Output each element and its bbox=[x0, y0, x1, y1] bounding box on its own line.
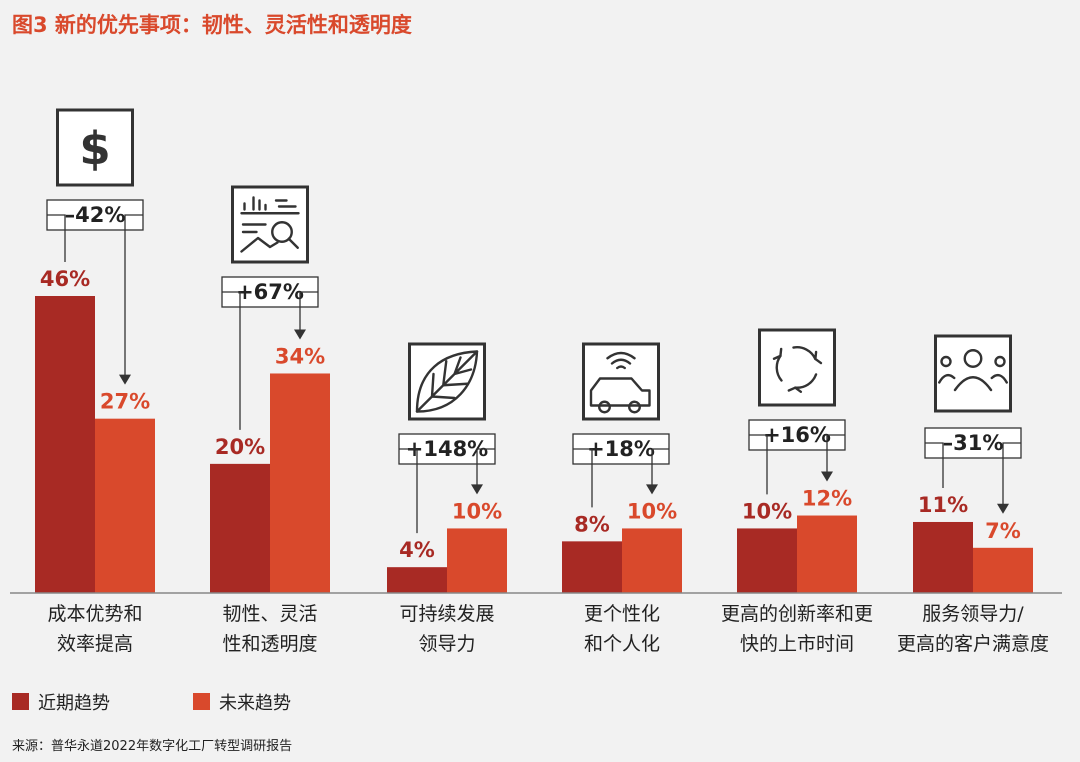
connector-future bbox=[124, 214, 143, 379]
connector-future bbox=[826, 434, 845, 476]
category-label: 更高的客户满意度 bbox=[897, 633, 1049, 655]
bar-future bbox=[797, 515, 857, 593]
connector-recent bbox=[222, 291, 241, 430]
connector-recent bbox=[399, 448, 418, 534]
change-label: –42% bbox=[65, 203, 126, 227]
legend-swatch-future bbox=[193, 693, 210, 710]
change-label: +148% bbox=[406, 437, 488, 461]
bar-future bbox=[95, 418, 155, 593]
bar-recent bbox=[562, 541, 622, 593]
legend: 近期趋势 未来趋势 bbox=[12, 693, 291, 714]
bar-recent bbox=[210, 463, 270, 593]
change-label: +67% bbox=[236, 280, 304, 304]
arrowhead bbox=[471, 484, 483, 495]
category-label: 快的上市时间 bbox=[740, 633, 854, 655]
bar-future bbox=[973, 547, 1033, 593]
value-label-recent: 11% bbox=[918, 493, 968, 517]
category-label: 韧性、灵活 bbox=[222, 603, 317, 625]
arrowhead bbox=[119, 374, 131, 385]
arrowhead bbox=[646, 484, 658, 495]
dollar-glyph: $ bbox=[79, 122, 110, 175]
category-label: 更高的创新率和更 bbox=[721, 603, 873, 625]
category-label: 更个性化 bbox=[584, 603, 660, 625]
connector-recent bbox=[47, 214, 66, 262]
category-label: 服务领导力/ bbox=[922, 603, 1024, 625]
connector-recent bbox=[925, 442, 944, 488]
category-group: 11% 7% –31% 服务领导力/更高的客户满意度 bbox=[897, 334, 1049, 655]
value-label-future: 27% bbox=[100, 390, 150, 414]
category-label: 领导力 bbox=[418, 633, 475, 655]
category-label: 可持续发展 bbox=[399, 603, 494, 625]
bar-future bbox=[270, 373, 330, 593]
category-label: 效率提高 bbox=[57, 633, 133, 655]
analytics-icon bbox=[231, 185, 309, 264]
bar-future bbox=[622, 528, 682, 593]
value-label-recent: 8% bbox=[574, 512, 610, 536]
legend-label-recent: 近期趋势 bbox=[38, 693, 110, 714]
value-label-future: 34% bbox=[275, 344, 325, 368]
arrowhead bbox=[997, 503, 1009, 514]
connector-future bbox=[476, 448, 495, 489]
category-group: 20% 34% +67% 韧性、灵活性和透明度 bbox=[210, 185, 330, 655]
cycle-arrows-icon bbox=[758, 328, 836, 407]
change-label: –31% bbox=[943, 431, 1004, 455]
leaf-icon bbox=[408, 342, 486, 421]
connector-future bbox=[1002, 442, 1021, 508]
bar-recent bbox=[387, 567, 447, 593]
category-label: 性和透明度 bbox=[222, 633, 317, 655]
category-label: 和个人化 bbox=[584, 633, 660, 655]
bar-recent bbox=[913, 521, 973, 593]
value-label-recent: 10% bbox=[742, 499, 792, 523]
connector-recent bbox=[749, 434, 768, 495]
arrowhead bbox=[821, 471, 833, 482]
change-label: +16% bbox=[763, 423, 831, 447]
value-label-recent: 20% bbox=[215, 435, 265, 459]
source-note: 来源：普华永道2022年数字化工厂转型调研报告 bbox=[12, 739, 292, 754]
bar-recent bbox=[35, 296, 95, 593]
value-label-future: 10% bbox=[627, 499, 677, 523]
chart-title: 图3 新的优先事项：韧性、灵活性和透明度 bbox=[12, 13, 412, 37]
value-label-future: 7% bbox=[985, 519, 1021, 543]
connector-future bbox=[651, 448, 669, 489]
value-label-recent: 4% bbox=[399, 538, 435, 562]
change-label: +18% bbox=[587, 437, 655, 461]
legend-label-future: 未来趋势 bbox=[219, 693, 291, 714]
arrowhead bbox=[294, 329, 306, 340]
value-label-recent: 46% bbox=[40, 267, 90, 291]
value-label-future: 12% bbox=[802, 487, 852, 511]
connected-car-icon bbox=[582, 342, 660, 421]
legend-swatch-recent bbox=[12, 693, 29, 710]
bar-recent bbox=[737, 528, 797, 593]
people-icon bbox=[934, 334, 1012, 413]
connector-future bbox=[299, 291, 318, 334]
dollar-icon: $ bbox=[56, 108, 134, 187]
connector-recent bbox=[573, 448, 593, 508]
value-label-future: 10% bbox=[452, 499, 502, 523]
category-label: 成本优势和 bbox=[47, 603, 142, 625]
bar-future bbox=[447, 528, 507, 593]
